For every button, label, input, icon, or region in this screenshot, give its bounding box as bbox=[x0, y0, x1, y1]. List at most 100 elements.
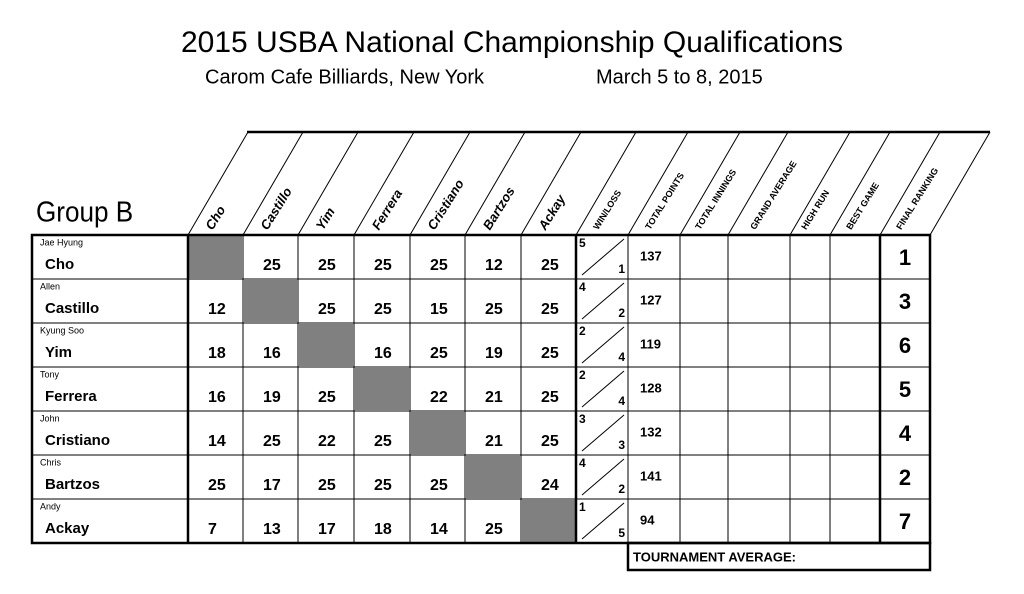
score: 25 bbox=[541, 257, 559, 274]
score: 19 bbox=[263, 389, 281, 406]
column-header: Yim bbox=[313, 204, 338, 232]
total-points: 141 bbox=[640, 468, 662, 483]
score: 25 bbox=[541, 389, 559, 406]
score: 25 bbox=[430, 477, 448, 494]
column-header: TOTAL INNINGS bbox=[693, 167, 738, 231]
header-diagonal bbox=[879, 131, 941, 236]
header-diagonal bbox=[409, 131, 471, 236]
column-header: Ferrera bbox=[369, 186, 405, 232]
score: 7 bbox=[208, 521, 217, 538]
title: 2015 USBA National Championship Qualific… bbox=[181, 26, 843, 59]
score: 25 bbox=[374, 433, 392, 450]
win-loss-diagonal bbox=[581, 502, 625, 540]
score: 22 bbox=[430, 389, 448, 406]
column-header: HIGH RUN bbox=[799, 188, 831, 231]
first-name: Allen bbox=[40, 281, 60, 291]
column-header: TOTAL POINTS bbox=[643, 171, 686, 231]
last-name: Castillo bbox=[45, 300, 99, 317]
ranking: 3 bbox=[899, 289, 911, 314]
total-points: 119 bbox=[640, 336, 661, 351]
score: 16 bbox=[374, 345, 392, 362]
win-loss-diagonal bbox=[581, 458, 625, 496]
column-header: Cristiano bbox=[424, 177, 467, 233]
score: 25 bbox=[374, 477, 392, 494]
score: 24 bbox=[541, 477, 559, 494]
wins: 2 bbox=[579, 324, 586, 338]
score: 17 bbox=[263, 477, 281, 494]
losses: 4 bbox=[618, 394, 625, 408]
dates: March 5 to 8, 2015 bbox=[596, 66, 763, 88]
score: 25 bbox=[318, 301, 336, 318]
header-diagonal bbox=[727, 131, 789, 236]
header-diagonal bbox=[627, 131, 689, 236]
win-loss-diagonal bbox=[581, 370, 625, 408]
wins: 2 bbox=[579, 368, 586, 382]
win-loss-diagonal bbox=[581, 326, 625, 364]
score: 25 bbox=[541, 301, 559, 318]
losses: 3 bbox=[618, 438, 625, 452]
score: 16 bbox=[263, 345, 281, 362]
self-cell bbox=[411, 412, 464, 454]
losses: 1 bbox=[618, 262, 625, 276]
score: 25 bbox=[318, 477, 336, 494]
losses: 2 bbox=[618, 482, 625, 496]
wins: 4 bbox=[579, 456, 586, 470]
score: 25 bbox=[430, 257, 448, 274]
header-diagonal bbox=[575, 131, 637, 236]
total-points: 128 bbox=[640, 380, 662, 395]
self-cell bbox=[522, 500, 575, 542]
ranking: 2 bbox=[899, 465, 911, 490]
total-points: 94 bbox=[640, 512, 655, 527]
total-points: 132 bbox=[640, 424, 662, 439]
ranking: 7 bbox=[899, 509, 911, 534]
score: 17 bbox=[318, 521, 336, 538]
ranking: 4 bbox=[899, 421, 912, 446]
score: 25 bbox=[541, 433, 559, 450]
ranking: 1 bbox=[899, 245, 911, 270]
score: 25 bbox=[318, 389, 336, 406]
first-name: Andy bbox=[40, 501, 61, 511]
score: 14 bbox=[430, 521, 448, 538]
header-diagonal bbox=[520, 131, 582, 236]
self-cell bbox=[355, 368, 409, 410]
score: 25 bbox=[208, 477, 226, 494]
win-loss-diagonal bbox=[581, 414, 625, 452]
win-loss-diagonal bbox=[581, 238, 625, 276]
score: 13 bbox=[263, 521, 281, 538]
total-points: 127 bbox=[640, 292, 662, 307]
score: 21 bbox=[485, 389, 503, 406]
last-name: Cristiano bbox=[45, 432, 110, 449]
self-cell bbox=[244, 280, 297, 322]
header-diagonal bbox=[353, 131, 415, 236]
header-diagonal bbox=[242, 131, 304, 236]
group-label: Group B bbox=[36, 195, 133, 228]
last-name: Ackay bbox=[45, 520, 90, 537]
losses: 5 bbox=[618, 526, 625, 540]
self-cell bbox=[466, 456, 520, 498]
first-name: Kyung Soo bbox=[40, 325, 84, 335]
wins: 1 bbox=[579, 500, 586, 514]
score: 18 bbox=[208, 345, 226, 362]
tournament-average-box bbox=[626, 541, 932, 572]
ranking: 6 bbox=[899, 333, 911, 358]
score: 19 bbox=[485, 345, 503, 362]
column-header: Ackay bbox=[535, 191, 569, 233]
table-border bbox=[30, 233, 932, 545]
score: 15 bbox=[430, 301, 448, 318]
header-diagonal bbox=[789, 131, 851, 236]
header-diagonal bbox=[829, 131, 891, 236]
tournament-average-label: TOURNAMENT AVERAGE: bbox=[633, 549, 796, 564]
column-header: GRAND AVERAGE bbox=[748, 159, 798, 231]
score: 25 bbox=[541, 345, 559, 362]
header-diagonal bbox=[679, 131, 741, 236]
column-header: Cho bbox=[202, 203, 228, 232]
last-name: Bartzos bbox=[45, 476, 100, 493]
score: 25 bbox=[374, 301, 392, 318]
self-cell bbox=[189, 236, 242, 278]
score: 25 bbox=[263, 257, 281, 274]
first-name: John bbox=[40, 413, 60, 423]
score: 25 bbox=[485, 301, 503, 318]
column-header: Bartzos bbox=[480, 184, 518, 232]
score: 25 bbox=[263, 433, 281, 450]
